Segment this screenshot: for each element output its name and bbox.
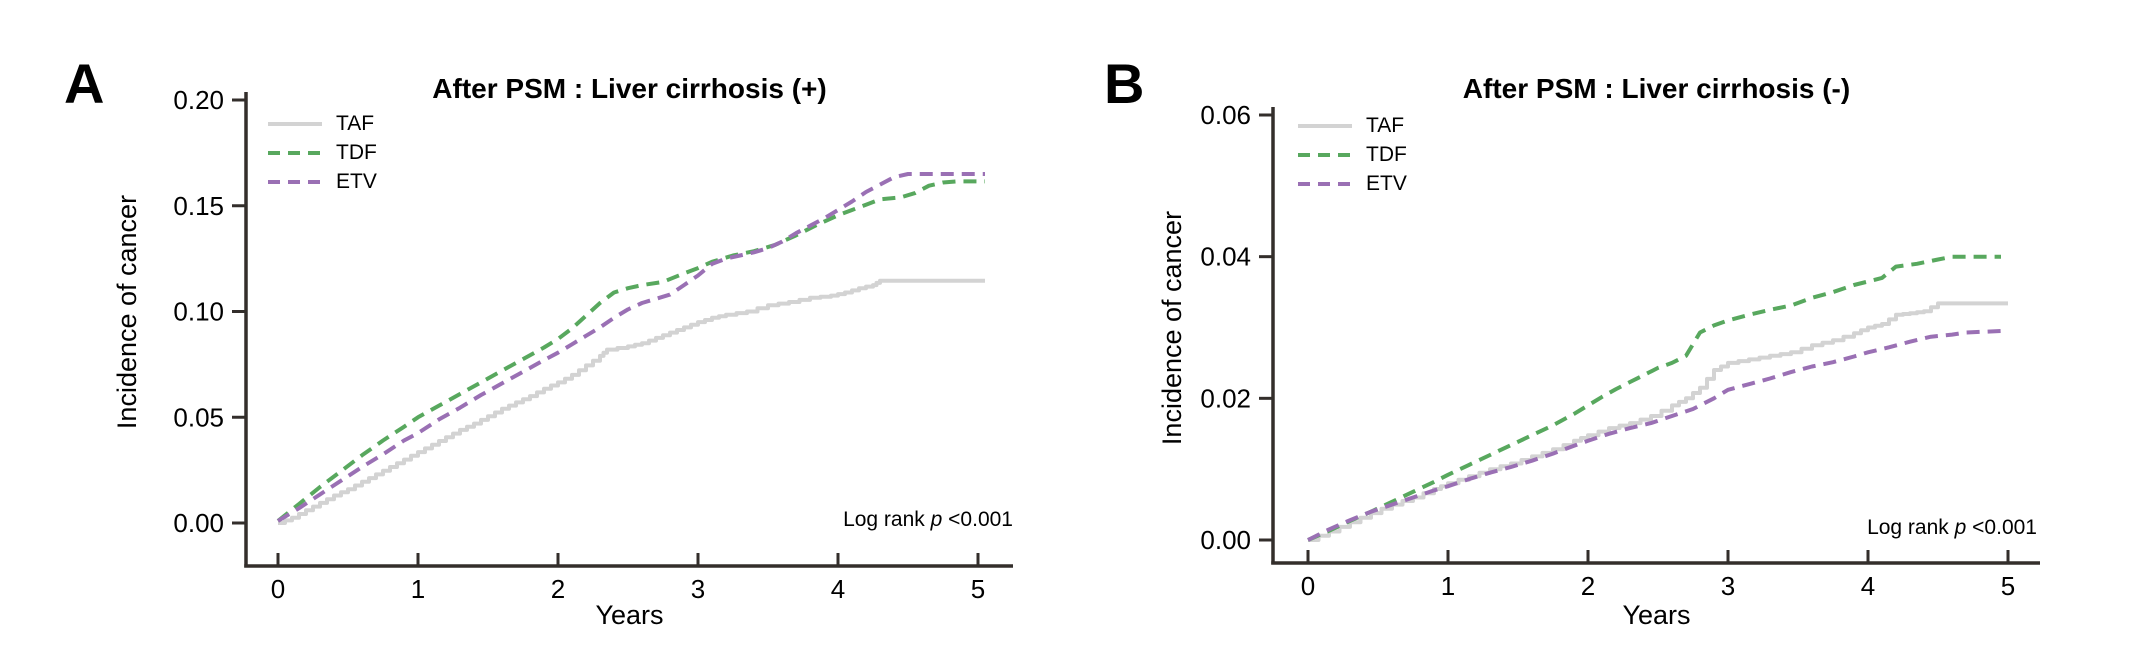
y-tick-label: 0.15 <box>173 191 224 221</box>
x-tick-label: 5 <box>971 574 985 604</box>
y-tick-label: 0.06 <box>1200 100 1251 130</box>
legend-label-taf: TAF <box>1366 113 1405 137</box>
legend-item-taf: TAF <box>268 109 377 138</box>
legend-item-tdf: TDF <box>268 138 377 167</box>
tdf-dashed-line-swatch-icon <box>1298 152 1352 157</box>
etv-dashed-line-swatch-icon <box>268 179 322 184</box>
tdf-dashed-line-swatch-icon <box>268 150 322 155</box>
x-tick-label: 4 <box>1861 571 1875 601</box>
x-tick-label: 5 <box>2001 571 2015 601</box>
log-rank-p-symbol: p <box>1954 516 1967 539</box>
x-tick-label: 0 <box>1301 571 1315 601</box>
taf-line-swatch-icon <box>1298 123 1352 128</box>
log-rank-value: <0.001 <box>1972 516 2037 539</box>
legend-label-tdf: TDF <box>1366 142 1407 166</box>
series-taf-curve <box>278 278 985 525</box>
series-taf-curve <box>1308 301 2008 542</box>
taf-line-swatch-icon <box>268 121 322 126</box>
series-etv-curve <box>1307 329 2002 542</box>
y-tick-label: 0.10 <box>173 297 224 327</box>
log-rank-value: <0.001 <box>948 508 1013 531</box>
legend-item-taf: TAF <box>1298 111 1407 140</box>
x-tick-label: 0 <box>271 574 285 604</box>
panel-a-plot: 0.00 0.05 0.10 0.15 0.20 0 1 2 3 4 5 <box>173 85 1013 604</box>
panel-b-title: After PSM : Liver cirrhosis (-) <box>1462 73 1851 104</box>
panel-b-log-rank-note: Log rank p <0.001 <box>1725 516 2037 540</box>
x-tick-label: 3 <box>691 574 705 604</box>
series-tdf-curve <box>276 179 985 523</box>
x-tick-label: 1 <box>411 574 425 604</box>
x-tick-label: 2 <box>1581 571 1595 601</box>
y-tick-label: 0.00 <box>173 508 224 538</box>
panel-a-log-rank-note: Log rank p <0.001 <box>701 508 1013 532</box>
series-tdf-curve <box>1307 254 2001 542</box>
legend-label-etv: ETV <box>1366 171 1407 195</box>
log-rank-prefix: Log rank <box>1867 516 1949 539</box>
etv-dashed-line-swatch-icon <box>1298 181 1352 186</box>
panel-b-y-axis-label: Incidence of cancer <box>1157 210 1187 446</box>
panel-b-letter: B <box>1104 52 1145 115</box>
log-rank-prefix: Log rank <box>843 508 925 531</box>
panel-b-plot: 0.00 0.02 0.04 0.06 0 1 2 3 4 5 <box>1200 100 2040 601</box>
x-tick-label: 3 <box>1721 571 1735 601</box>
y-tick-label: 0.04 <box>1200 242 1251 272</box>
panel-a-x-axis-label: Years <box>595 600 664 630</box>
series-etv-curve <box>276 172 985 523</box>
y-tick-label: 0.20 <box>173 85 224 115</box>
x-tick-label: 4 <box>831 574 845 604</box>
y-tick-label: 0.00 <box>1200 525 1251 555</box>
log-rank-p-symbol: p <box>930 508 943 531</box>
panel-b-x-axis-label: Years <box>1622 600 1691 630</box>
panel-a-legend: TAF TDF ETV <box>268 109 377 196</box>
x-tick-label: 2 <box>551 574 565 604</box>
panel-a-letter: A <box>64 52 105 115</box>
legend-label-etv: ETV <box>336 169 377 193</box>
panel-a-y-axis-label: Incidence of cancer <box>112 194 142 430</box>
legend-label-tdf: TDF <box>336 140 377 164</box>
panel-a-title: After PSM : Liver cirrhosis (+) <box>432 73 827 104</box>
legend-item-tdf: TDF <box>1298 140 1407 169</box>
panel-b-legend: TAF TDF ETV <box>1298 111 1407 198</box>
y-tick-label: 0.05 <box>173 402 224 432</box>
legend-item-etv: ETV <box>1298 169 1407 198</box>
y-tick-label: 0.02 <box>1200 383 1251 413</box>
legend-label-taf: TAF <box>336 111 375 135</box>
legend-item-etv: ETV <box>268 167 377 196</box>
x-tick-label: 1 <box>1441 571 1455 601</box>
